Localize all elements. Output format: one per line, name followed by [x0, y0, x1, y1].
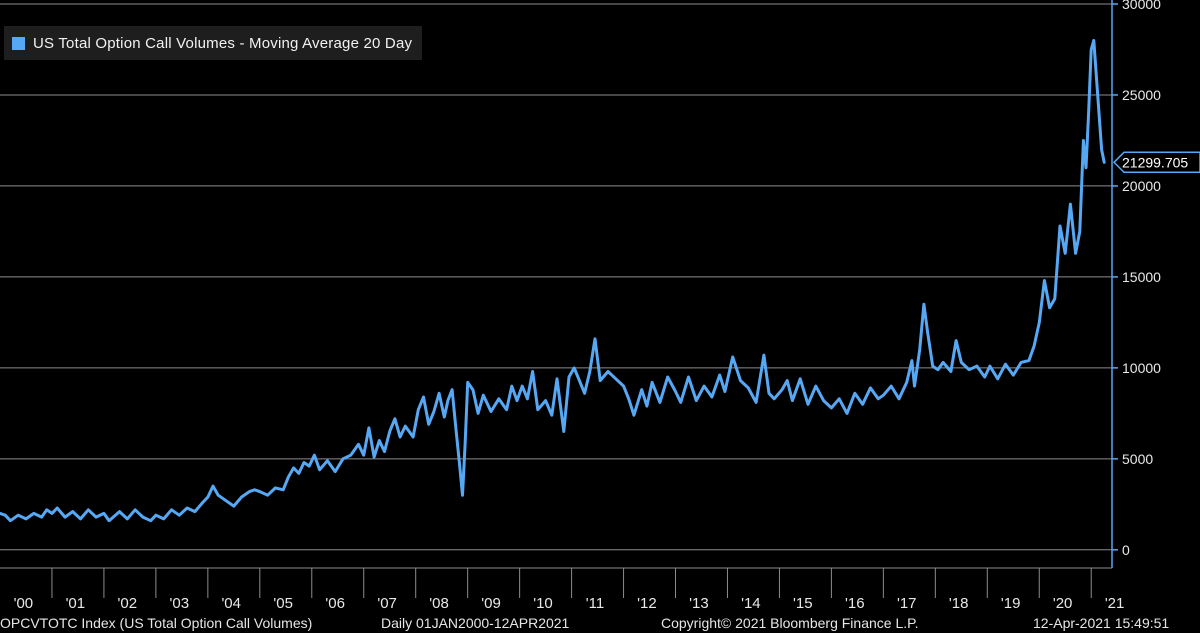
x-tick-label: '01 — [66, 595, 86, 612]
legend-swatch — [12, 36, 25, 50]
series-line — [0, 38, 1106, 523]
x-tick-label: '17 — [897, 595, 917, 612]
last-value-box — [1112, 151, 1200, 174]
x-tick-label: '16 — [845, 595, 865, 612]
y-tick-label: 25000 — [1122, 87, 1161, 103]
x-tick-label: '18 — [949, 595, 969, 612]
last-value-label: 21299.705 — [1122, 154, 1188, 170]
series — [0, 38, 1106, 523]
x-tick-label: '07 — [377, 595, 397, 612]
y-tick-label: 20000 — [1122, 178, 1161, 194]
x-tick-label: '13 — [689, 595, 709, 612]
plot-frame — [0, 0, 1113, 569]
x-tick-label: '02 — [118, 595, 138, 612]
x-tick-label: '10 — [533, 595, 553, 612]
x-tick-label: '06 — [325, 595, 345, 612]
chart: 0 5000 10000 15000 20000 25000 30000 '00 '01 '02… — [0, 0, 1200, 612]
legend: US Total Option Call Volumes - Moving Av… — [4, 26, 423, 60]
last-value-marker: 21299.705 — [1112, 151, 1200, 174]
y-tick-label: 30000 — [1122, 0, 1161, 12]
x-tick-label: '00 — [14, 595, 34, 612]
x-tick-label: '20 — [1053, 595, 1073, 612]
x-tick-label: '19 — [1001, 595, 1021, 612]
x-tick-label: '12 — [637, 595, 657, 612]
x-tick-label: '11 — [586, 595, 604, 612]
footer-range: Daily 01JAN2000-12APR2021 — [381, 615, 570, 631]
x-tick-label: '05 — [273, 595, 293, 612]
footer: OPCVTOTC Index (US Total Option Call Vol… — [0, 613, 1200, 633]
x-tick-label: '14 — [741, 595, 761, 612]
gridlines — [0, 3, 1112, 551]
footer-index: OPCVTOTC Index (US Total Option Call Vol… — [0, 615, 313, 631]
y-tick-label: 0 — [1122, 542, 1130, 558]
legend-label: US Total Option Call Volumes - Moving Av… — [33, 34, 413, 52]
x-tick-label: '09 — [481, 595, 501, 612]
x-axis: '00 '01 '02 '03 '04 '05 '06 '07 '08 '09 '10 '11 '12 '… — [14, 568, 1125, 612]
x-tick-label: '04 — [221, 595, 241, 612]
x-tick-label: '15 — [793, 595, 813, 612]
x-tick-label: '21 — [1105, 595, 1125, 612]
x-tick-label: '03 — [169, 595, 189, 612]
y-tick-label: 10000 — [1122, 360, 1161, 376]
y-tick-label: 15000 — [1122, 269, 1161, 285]
footer-timestamp: 12-Apr-2021 15:49:51 — [1033, 615, 1170, 631]
y-tick-label: 5000 — [1122, 451, 1153, 467]
x-tick-label: '08 — [429, 595, 449, 612]
footer-copyright: Copyright© 2021 Bloomberg Finance L.P. — [661, 615, 919, 631]
y-axis: 0 5000 10000 15000 20000 25000 30000 — [1112, 0, 1161, 558]
